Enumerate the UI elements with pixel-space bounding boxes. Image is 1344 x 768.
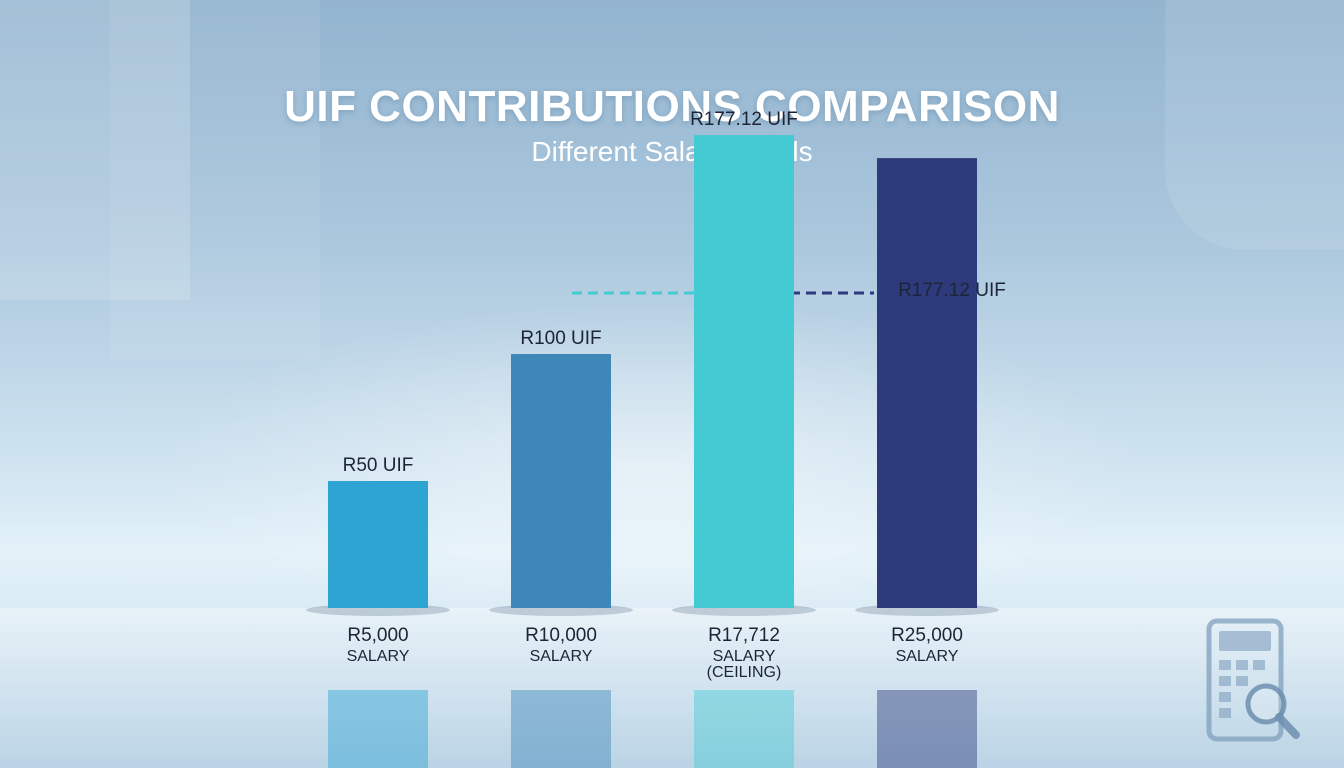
data-label: R177.12 UIF (898, 280, 1006, 301)
data-label: R177.12 UIF (690, 109, 798, 130)
bar-reflection (328, 690, 428, 768)
background-panel (110, 0, 320, 360)
calculator-magnifier-icon (1206, 618, 1300, 742)
background-panel (1165, 0, 1344, 250)
bar-reflection (694, 690, 794, 768)
x-tick-sublabel: SALARY (896, 648, 959, 665)
x-tick-label: R10,000 (525, 625, 597, 646)
bar-3 (694, 135, 794, 608)
x-tick-sublabel: SALARY (347, 648, 410, 665)
data-label: R50 UIF (343, 455, 414, 476)
bar-2 (511, 354, 611, 608)
x-tick-sublabel: SALARY (713, 648, 776, 665)
x-tick-sublabel: (CEILING) (707, 664, 782, 681)
x-tick-label: R17,712 (708, 625, 780, 646)
bar-1 (328, 481, 428, 608)
data-label: R100 UIF (520, 328, 601, 349)
background-panel (0, 0, 190, 300)
x-tick-label: R5,000 (347, 625, 408, 646)
x-tick-label: R25,000 (891, 625, 963, 646)
bar-reflection (877, 690, 977, 768)
chart-title: UIF CONTRIBUTIONS COMPARISON (284, 82, 1060, 131)
x-tick-sublabel: SALARY (530, 648, 593, 665)
reflective-floor (0, 608, 1344, 768)
bar-4 (877, 158, 977, 608)
bar-reflection (511, 690, 611, 768)
